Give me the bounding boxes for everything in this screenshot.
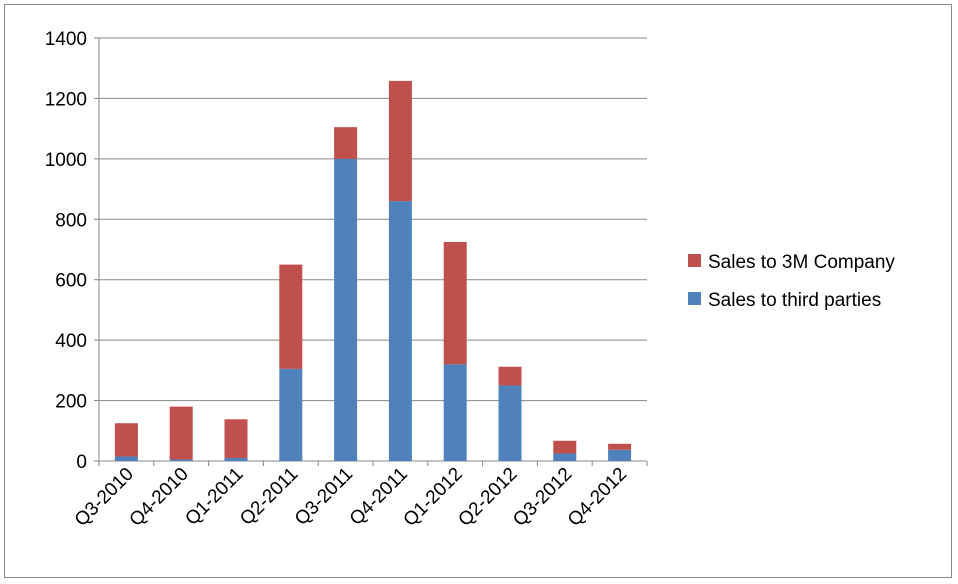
x-tick-label: Q1-2012 xyxy=(400,464,467,531)
bar-sales-to-3m-company xyxy=(608,443,632,450)
bar-sales-to-third-parties xyxy=(553,453,577,461)
axes xyxy=(94,37,648,466)
bar-sales-to-third-parties xyxy=(169,459,193,461)
bar-sales-to-third-parties xyxy=(114,456,138,461)
legend-label: Sales to 3M Company xyxy=(708,252,895,273)
legend-label: Sales to third parties xyxy=(708,290,881,311)
bar-sales-to-3m-company xyxy=(553,440,577,454)
x-tick-labels: Q3-2010Q4-2010Q1-2011Q2-2011Q3-2011Q4-20… xyxy=(71,464,631,531)
x-tick-label: Q4-2011 xyxy=(346,464,412,530)
y-tick-labels: 0 200 400 600 800 1000 1200 1400 xyxy=(45,29,87,473)
x-tick-label: Q4-2012 xyxy=(564,464,631,531)
x-tick-label: Q2-2011 xyxy=(236,464,302,530)
stacked-bar-chart: 0 200 400 600 800 1000 1200 1400 Q3-2010Q4-2010… xyxy=(45,29,896,531)
bar-sales-to-third-parties xyxy=(388,201,412,461)
y-tick-label: 1200 xyxy=(45,89,87,110)
y-tick-label: 1000 xyxy=(45,150,87,171)
bar-sales-to-3m-company xyxy=(169,406,193,460)
bar-sales-to-third-parties xyxy=(279,368,303,461)
x-tick-label: Q4-2010 xyxy=(126,464,193,531)
bar-sales-to-3m-company xyxy=(279,264,303,369)
bars xyxy=(114,80,632,461)
y-tick-label: 800 xyxy=(55,210,87,231)
x-tick-label: Q3-2010 xyxy=(71,464,138,531)
x-tick-label: Q3-2011 xyxy=(291,464,357,530)
bar-sales-to-third-parties xyxy=(443,364,467,461)
bar-sales-to-3m-company xyxy=(388,80,412,202)
y-tick-label: 600 xyxy=(55,271,87,292)
legend-swatch xyxy=(688,254,701,267)
bar-sales-to-3m-company xyxy=(443,241,467,365)
y-tick-label: 0 xyxy=(76,452,87,473)
y-tick-label: 400 xyxy=(55,331,87,352)
y-tick-label: 200 xyxy=(55,392,87,413)
gridlines xyxy=(99,37,647,402)
x-tick-label: Q1-2011 xyxy=(181,464,247,530)
bar-sales-to-third-parties xyxy=(498,385,522,461)
bar-sales-to-third-parties xyxy=(334,158,358,461)
legend-swatch xyxy=(688,292,701,305)
bar-sales-to-3m-company xyxy=(334,127,358,159)
bar-sales-to-3m-company xyxy=(224,419,248,458)
bar-sales-to-third-parties xyxy=(224,457,248,461)
x-tick-label: Q2-2012 xyxy=(454,464,521,531)
y-tick-label: 1400 xyxy=(45,29,87,50)
legend: Sales to 3M Company Sales to third partie… xyxy=(688,252,895,311)
chart-frame: 0 200 400 600 800 1000 1200 1400 Q3-2010 Q4-2010… xyxy=(4,4,952,578)
bar-sales-to-3m-company xyxy=(114,423,138,457)
bar-sales-to-3m-company xyxy=(498,366,522,386)
bar-sales-to-third-parties xyxy=(608,449,632,461)
x-tick-label: Q3-2012 xyxy=(509,464,576,531)
